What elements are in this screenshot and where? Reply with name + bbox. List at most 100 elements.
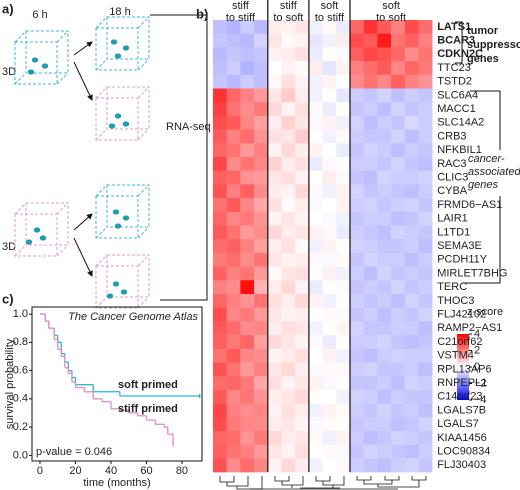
row-label: SLC14A2 xyxy=(437,117,484,129)
heat-cell xyxy=(350,157,364,171)
heat-cell xyxy=(350,321,364,336)
heat-cell xyxy=(213,403,227,418)
heat-cell xyxy=(363,47,378,62)
heat-cell xyxy=(322,143,337,158)
heat-cell xyxy=(377,348,392,363)
heat-cell xyxy=(404,266,419,281)
heat-cell xyxy=(240,266,255,281)
heat-cell xyxy=(391,280,406,295)
heat-cell xyxy=(418,74,433,89)
heat-cell xyxy=(226,225,241,240)
heat-cell xyxy=(254,225,269,240)
heat-cell xyxy=(308,252,323,267)
heat-cell xyxy=(295,129,310,144)
heat-cell xyxy=(377,74,392,89)
heat-cell xyxy=(240,335,255,350)
km-plot: 0.0 0.2 0.4 0.6 0.8 1.0 0 20 40 60 80 time (months)… xyxy=(4,306,203,489)
heat-cell xyxy=(281,211,296,226)
heatmap xyxy=(213,20,433,473)
cube-face xyxy=(95,97,139,141)
heat-cell xyxy=(308,198,323,213)
heat-cell xyxy=(336,431,351,445)
heat-cell xyxy=(281,362,296,377)
heat-cell xyxy=(336,417,351,432)
heat-cell xyxy=(363,389,378,404)
heat-cell xyxy=(391,348,406,363)
heat-cell xyxy=(267,170,282,185)
heat-cell xyxy=(322,102,337,117)
heat-cell xyxy=(226,20,241,34)
heat-cell xyxy=(322,444,337,459)
heat-cell xyxy=(322,129,337,144)
heat-cell xyxy=(226,389,241,404)
x-tick-label: 0 xyxy=(37,465,43,477)
heat-cell xyxy=(254,33,269,48)
heat-cell xyxy=(308,458,323,473)
row-label: LATS1 xyxy=(437,21,471,33)
panel-label: b) xyxy=(196,6,208,21)
cell xyxy=(31,57,39,63)
heat-cell xyxy=(226,61,241,76)
row-label: TERC xyxy=(437,281,467,293)
heat-cell xyxy=(418,458,433,473)
cube-face xyxy=(106,16,150,60)
heat-cell xyxy=(418,20,433,34)
heat-cell xyxy=(322,20,337,34)
heat-cell xyxy=(308,74,323,89)
heat-cell xyxy=(336,198,351,213)
heat-cell xyxy=(240,403,255,418)
heat-cell xyxy=(363,33,378,48)
row-label: C14orf23 xyxy=(437,391,482,403)
heat-cell xyxy=(391,88,406,103)
heat-cell xyxy=(213,280,227,295)
heat-cell xyxy=(404,239,419,254)
heat-cell xyxy=(308,348,323,363)
heat-cell xyxy=(418,88,433,103)
cell xyxy=(27,69,35,75)
heat-cell xyxy=(308,266,323,281)
heat-cell xyxy=(240,321,255,336)
heat-cell xyxy=(336,280,351,295)
heat-cell xyxy=(377,335,392,350)
heat-cell xyxy=(350,403,364,418)
heat-cell xyxy=(295,307,310,322)
heat-cell xyxy=(322,211,337,226)
heat-cell xyxy=(240,252,255,267)
heat-cell xyxy=(226,280,241,295)
cube-edge xyxy=(95,128,108,141)
cube-face xyxy=(106,86,150,130)
heat-cell xyxy=(363,239,378,254)
heat-cell xyxy=(336,444,351,459)
heat-cell xyxy=(254,444,269,459)
heat-cell xyxy=(267,61,282,76)
heat-cell xyxy=(267,129,282,144)
heat-cell xyxy=(377,61,392,76)
heat-cell xyxy=(281,198,296,213)
heat-cell xyxy=(267,115,282,130)
heat-cell xyxy=(281,444,296,459)
heat-cell xyxy=(350,362,364,377)
heat-cell xyxy=(254,129,269,144)
heat-cell xyxy=(281,266,296,281)
heat-cell xyxy=(391,403,406,418)
heat-cell xyxy=(213,198,227,213)
heat-cell xyxy=(377,458,392,473)
cube-edge xyxy=(95,86,108,99)
heat-cell xyxy=(281,458,296,473)
heat-cell xyxy=(336,376,351,391)
heat-cell xyxy=(226,403,241,418)
plot-frame xyxy=(31,306,203,462)
heat-cell xyxy=(295,211,310,226)
heat-cell xyxy=(213,170,227,185)
heat-cell xyxy=(213,431,227,445)
heat-cell xyxy=(281,431,296,445)
cube-face xyxy=(25,30,69,74)
heat-cell xyxy=(336,143,351,158)
heat-cell xyxy=(391,170,406,185)
heat-cell xyxy=(404,252,419,267)
heat-cell xyxy=(350,129,364,144)
heat-cell xyxy=(391,417,406,432)
cube-edge xyxy=(14,202,27,215)
heat-cell xyxy=(213,376,227,391)
heat-cell xyxy=(240,198,255,213)
